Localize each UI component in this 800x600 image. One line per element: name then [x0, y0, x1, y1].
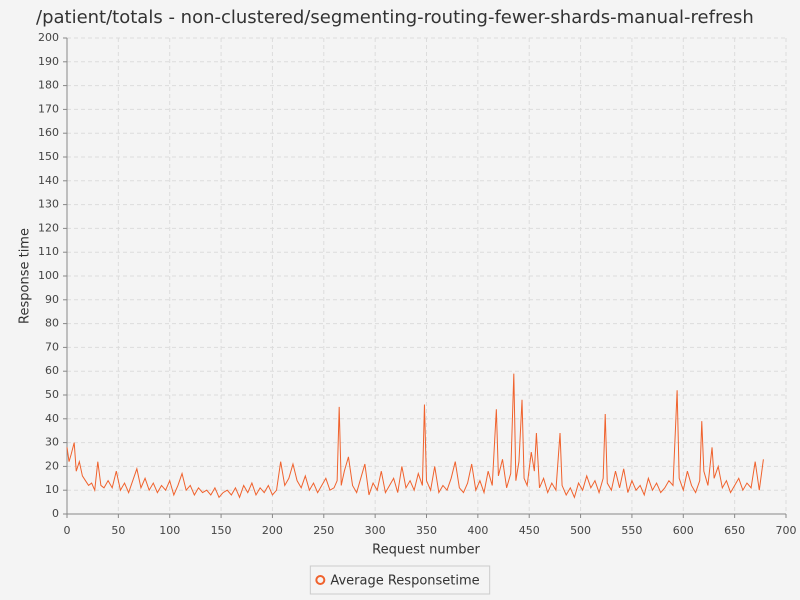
y-tick-label: 10 — [45, 483, 59, 496]
y-tick-label: 110 — [38, 245, 59, 258]
legend: Average Responsetime — [309, 565, 491, 595]
x-tick-label: 0 — [64, 524, 71, 537]
x-tick-label: 200 — [262, 524, 283, 537]
y-tick-label: 190 — [38, 55, 59, 68]
x-tick-label: 250 — [313, 524, 334, 537]
y-tick-label: 200 — [38, 31, 59, 44]
y-tick-label: 120 — [38, 221, 59, 234]
y-tick-label: 140 — [38, 174, 59, 187]
y-tick-label: 40 — [45, 412, 59, 425]
x-tick-label: 500 — [570, 524, 591, 537]
y-axis-label: Response time — [18, 228, 33, 324]
y-tick-label: 70 — [45, 340, 59, 353]
y-tick-label: 150 — [38, 150, 59, 163]
y-tick-label: 100 — [38, 269, 59, 282]
x-tick-label: 400 — [467, 524, 488, 537]
x-tick-label: 700 — [776, 524, 797, 537]
x-tick-label: 600 — [673, 524, 694, 537]
legend-box — [309, 565, 491, 595]
x-tick-label: 550 — [621, 524, 642, 537]
x-tick-label: 100 — [159, 524, 180, 537]
y-tick-label: 160 — [38, 126, 59, 139]
x-tick-label: 450 — [519, 524, 540, 537]
x-axis-label: Request number — [372, 543, 480, 558]
y-tick-label: 20 — [45, 459, 59, 472]
x-tick-label: 50 — [111, 524, 125, 537]
y-tick-label: 90 — [45, 293, 59, 306]
data-line — [66, 373, 764, 499]
y-tick-label: 80 — [45, 317, 59, 330]
y-tick-label: 30 — [45, 436, 59, 449]
x-tick-label: 300 — [365, 524, 386, 537]
y-tick-label: 60 — [45, 364, 59, 377]
legend-marker — [315, 575, 326, 585]
legend-label: Average Responsetime — [330, 574, 479, 589]
y-tick-label: 0 — [52, 507, 59, 520]
y-tick-label: 170 — [38, 102, 59, 115]
x-tick-label: 350 — [416, 524, 437, 537]
chart-title: /patient/totals - non-clustered/segmenti… — [36, 7, 754, 28]
y-tick-label: 180 — [38, 79, 59, 92]
x-tick-label: 150 — [211, 524, 232, 537]
y-tick-label: 130 — [38, 198, 59, 211]
y-tick-label: 50 — [45, 388, 59, 401]
x-tick-label: 650 — [724, 524, 745, 537]
